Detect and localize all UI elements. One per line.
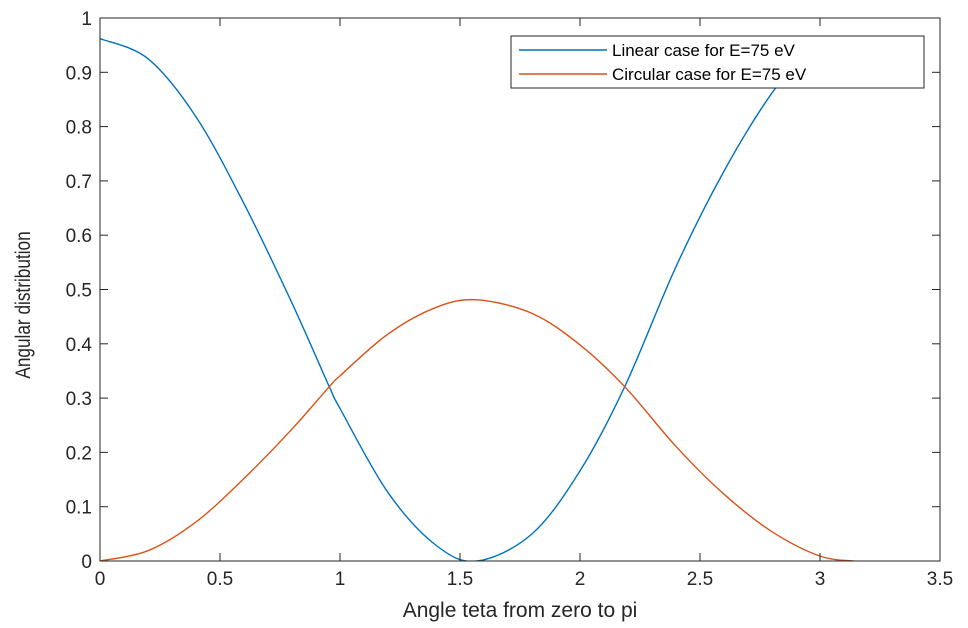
y-axis-label: Angular distribution [13, 231, 36, 378]
x-tick-label: 0 [95, 569, 106, 590]
legend: Linear case for E=75 eV Circular case for… [510, 35, 925, 89]
x-tick-label: 1 [335, 569, 346, 590]
y-tick-label: 0.1 [66, 498, 92, 519]
x-tick-label: 3 [815, 569, 826, 590]
y-tick-label: 0.3 [66, 389, 92, 410]
y-tick-label: 0.4 [66, 335, 93, 356]
y-tick-label: 0 [81, 552, 92, 573]
series-line-circular [100, 298, 855, 561]
x-tick-label: 3.5 [927, 569, 953, 590]
y-tick-label: 0.6 [66, 226, 92, 247]
y-tick-label: 0.9 [66, 63, 92, 84]
plot-area [100, 18, 940, 561]
y-tick-label: 0.5 [66, 281, 92, 302]
series-layer [100, 37, 855, 561]
y-tick-label: 0.7 [66, 172, 92, 193]
tick-layer: 0 0.5 1 1.5 2 2.5 3 3.5 0 0.1 0.2 0.3 0.4 0.5 0.6 0.7 0.… [66, 9, 954, 590]
legend-label: Circular case for E=75 eV [612, 65, 807, 84]
y-tick-label: 1 [81, 9, 92, 30]
x-tick-label: 1.5 [447, 569, 473, 590]
legend-box [510, 35, 925, 89]
x-tick-label: 0.5 [207, 569, 233, 590]
x-tick-label: 2.5 [687, 569, 713, 590]
y-tick-label: 0.2 [66, 443, 92, 464]
x-axis-label: Angle teta from zero to pi [403, 599, 638, 622]
y-tick-label: 0.8 [66, 118, 92, 139]
legend-label: Linear case for E=75 eV [612, 41, 796, 60]
x-tick-label: 2 [575, 569, 586, 590]
series-line-linear [100, 37, 807, 561]
